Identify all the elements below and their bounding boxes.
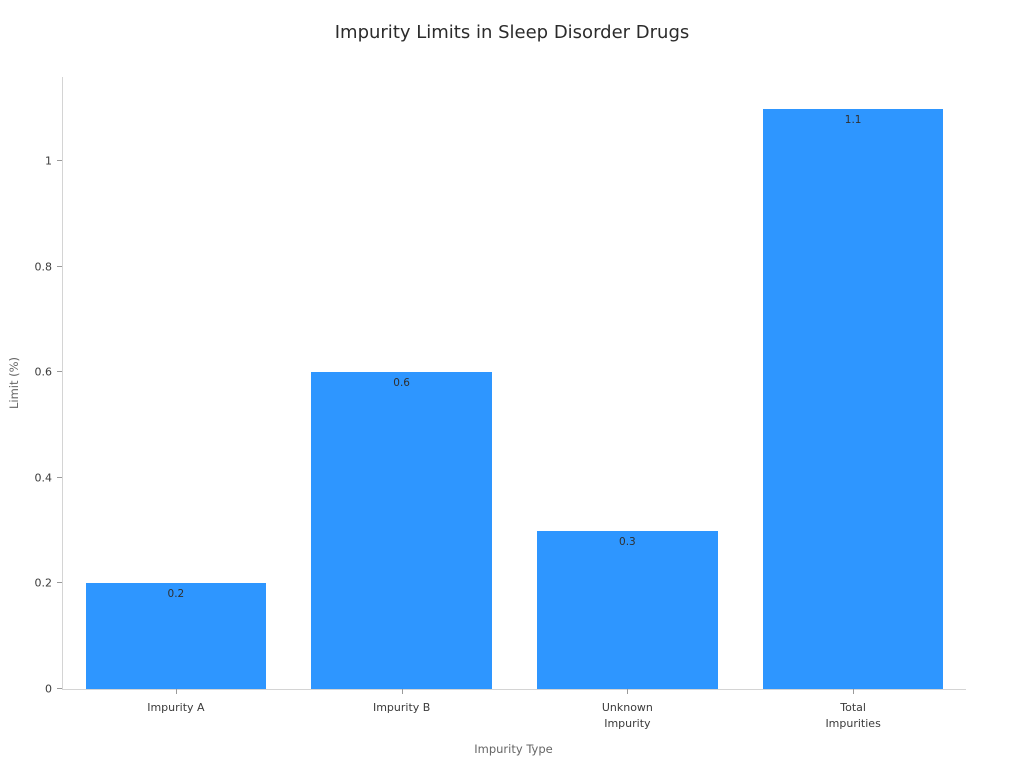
x-tick-mark [627,689,629,694]
chart-title: Impurity Limits in Sleep Disorder Drugs [334,22,690,43]
x-tick-label: Impurity A [147,701,205,714]
y-tick-mark [57,265,62,267]
x-axis-title: Impurity Type [474,742,553,756]
y-tick-mark [57,688,62,689]
plot-area: 0 0.2 0.4 0.6 0.8 1 0.2 Impurity A 0.6 Impurity B… [35,77,966,730]
y-axis-title: Limit (%) [7,356,21,410]
y-tick-mark [57,476,62,478]
x-tick-mark [401,689,403,694]
y-tick-label: 1 [45,154,52,168]
bar-2 [311,372,492,689]
y-tick-mark [57,371,62,373]
y-tick-label: 0.8 [34,260,53,274]
x-tick-label: Total Impurities [825,701,881,730]
bar-4 [762,108,944,689]
y-tick-label: 0 [45,682,52,696]
bar-1 [85,583,267,689]
x-tick-label: Unknown Impurity [601,701,653,730]
bar-value-label: 1.1 [844,113,862,126]
bar-3 [537,530,718,689]
y-tick-label: 0.4 [34,471,53,485]
x-tick-label: Impurity B [372,701,431,714]
y-tick-mark [57,160,62,162]
y-tick-mark [57,582,62,584]
bar-value-label: 0.6 [393,377,410,390]
x-tick-mark [853,689,855,694]
bar-value-label: 0.2 [167,588,185,601]
x-tick-mark [175,689,177,694]
y-tick-label: 0.2 [34,576,53,590]
bar-value-label: 0.3 [619,535,636,548]
y-tick-label: 0.6 [34,365,53,379]
